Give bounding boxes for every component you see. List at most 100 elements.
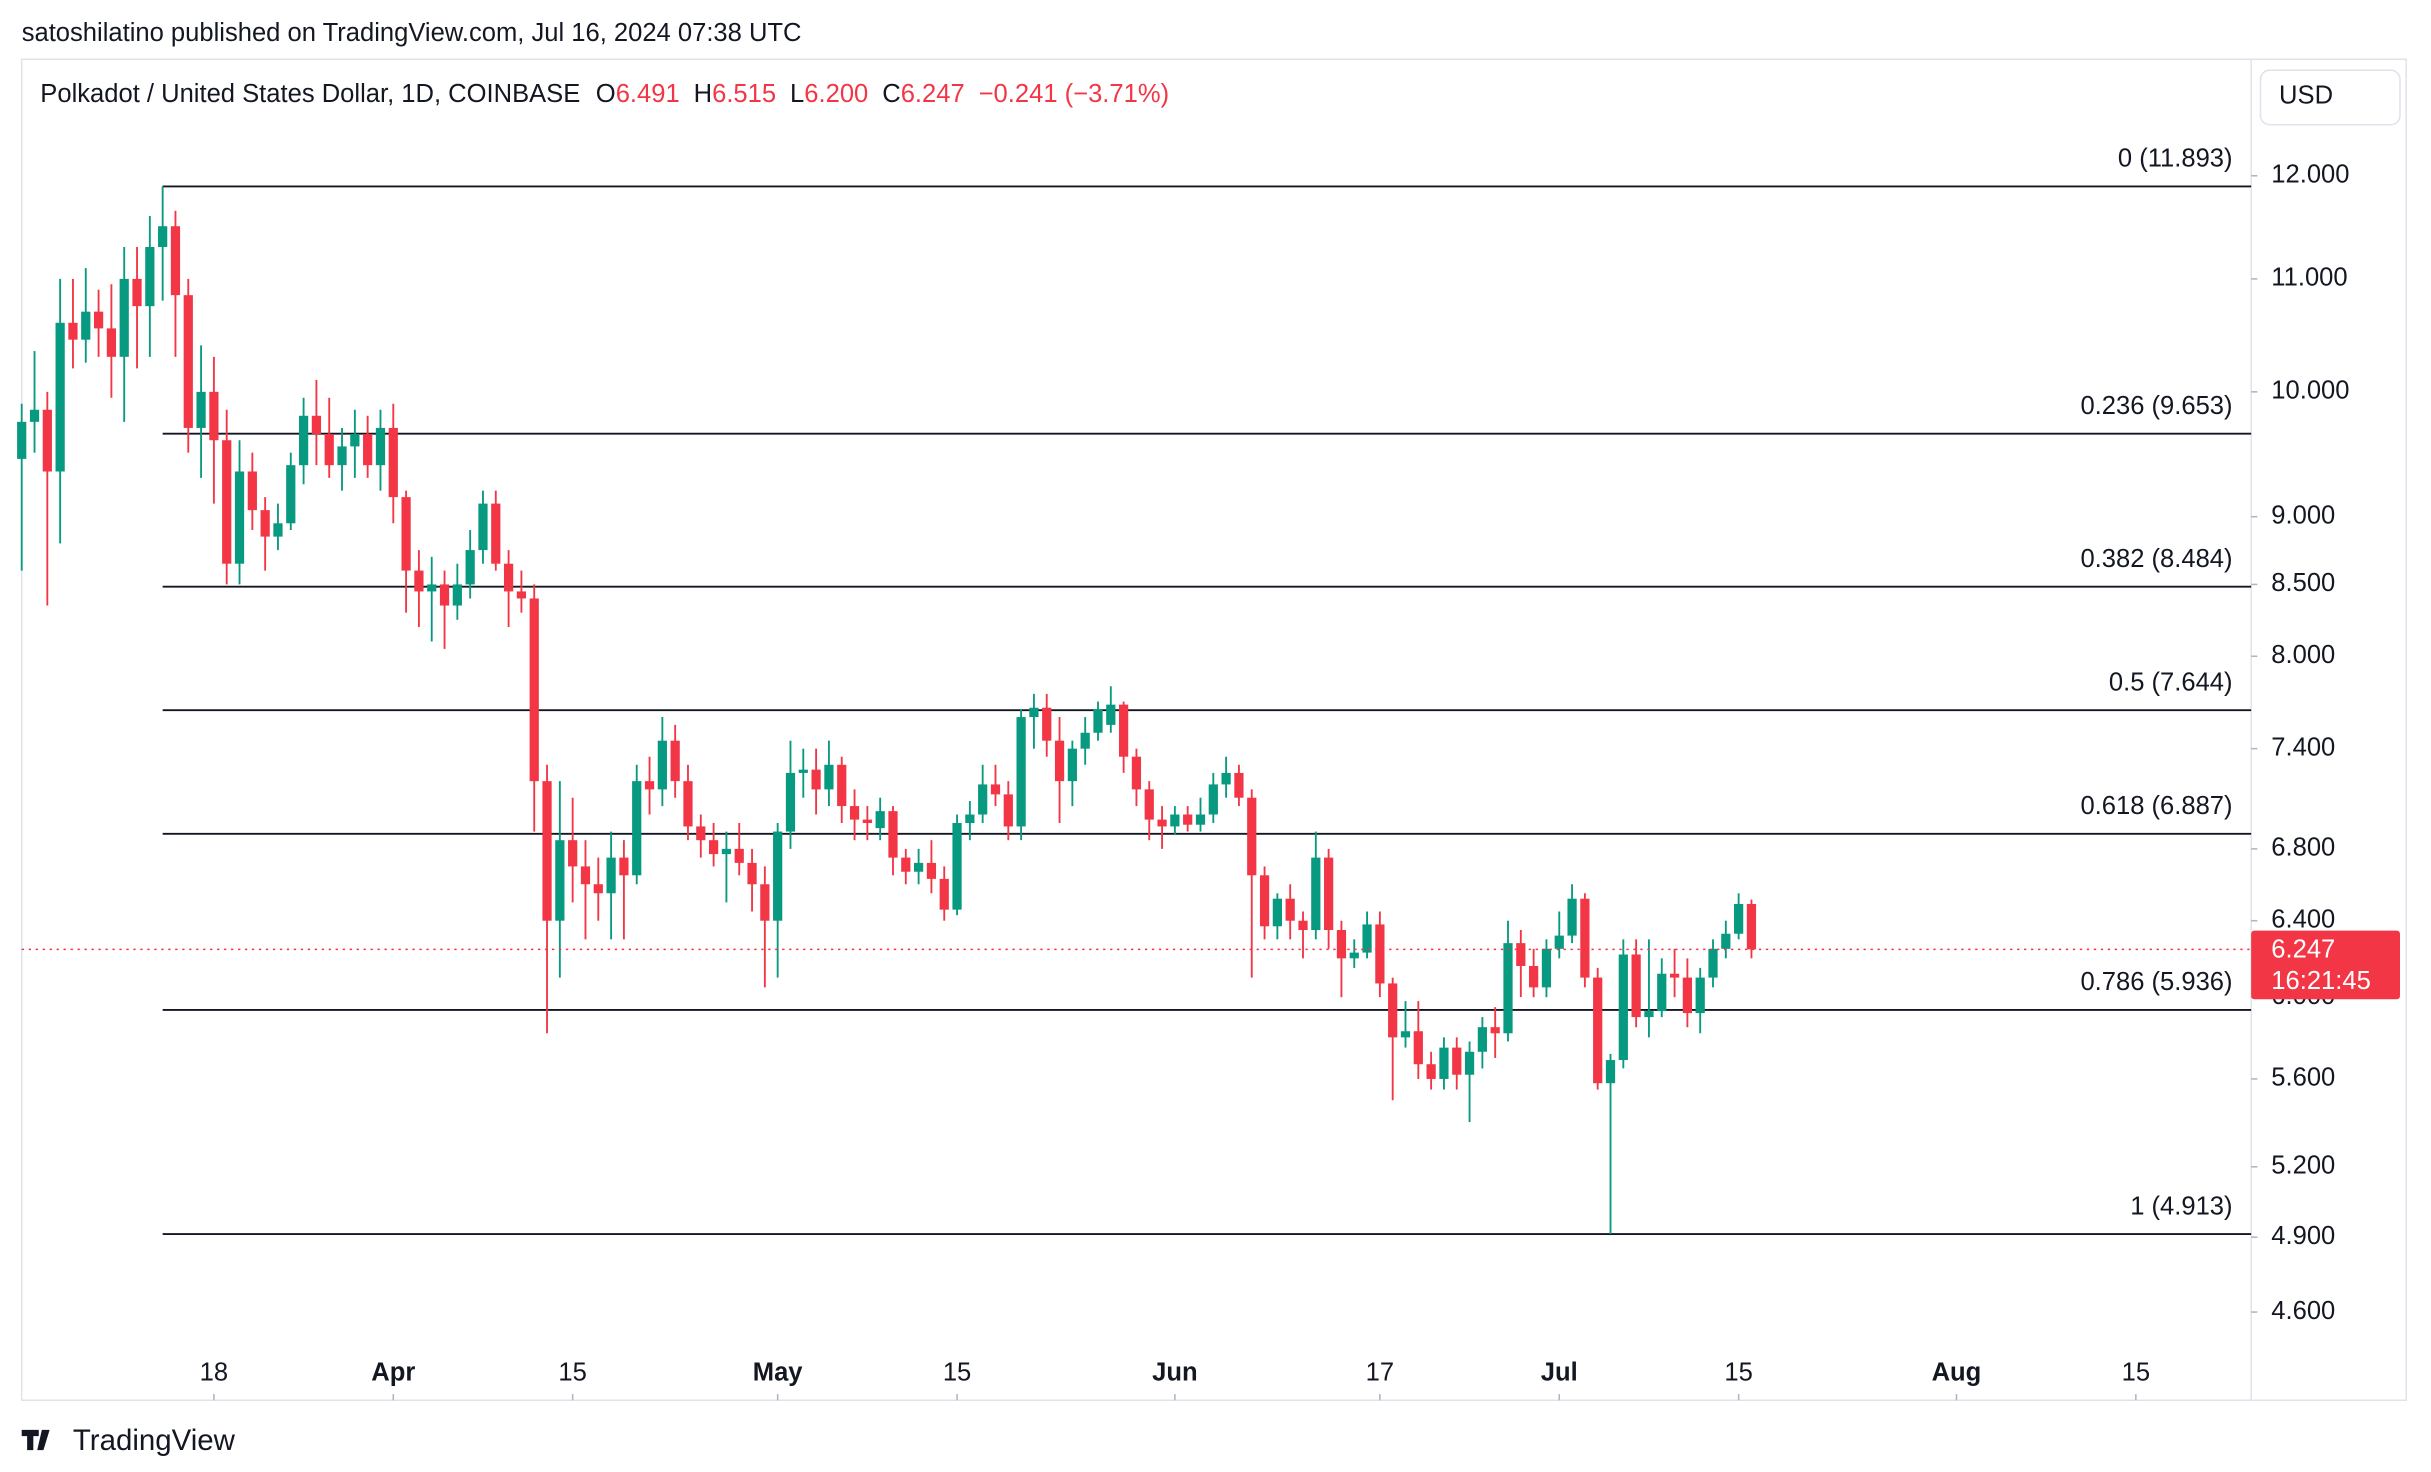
currency-button[interactable]	[2259, 69, 2401, 126]
candle	[1413, 1001, 1423, 1079]
candle	[68, 278, 78, 369]
y-tick-label: 8.500	[2271, 569, 2335, 597]
candle-body	[1336, 930, 1347, 959]
candle-body	[119, 278, 129, 357]
candle-body	[1452, 1047, 1462, 1075]
candle	[1746, 899, 1757, 959]
candle-body	[1529, 966, 1539, 988]
candle	[1375, 911, 1385, 998]
candle-body	[1746, 903, 1757, 950]
candle-body	[1157, 819, 1167, 827]
candle	[260, 497, 270, 571]
candle	[1669, 948, 1680, 998]
candle	[1221, 756, 1231, 798]
x-tick-label: 18	[200, 1359, 228, 1387]
candle	[1452, 1037, 1462, 1090]
candle-body	[1311, 857, 1321, 931]
y-tick-label: 4.900	[2271, 1222, 2335, 1250]
candle-body	[260, 510, 270, 537]
candle-body	[1516, 943, 1526, 967]
candle-body	[1183, 814, 1193, 825]
y-tick-label: 6.800	[2271, 834, 2335, 862]
logo: TradingView	[21, 1424, 236, 1457]
y-tick-label: 9.000	[2271, 501, 2335, 529]
candle	[862, 806, 872, 841]
candle	[1503, 920, 1513, 1042]
candle	[81, 268, 91, 363]
candle	[952, 814, 962, 916]
candle-body	[1119, 704, 1129, 757]
legend-key: C	[882, 80, 900, 108]
x-tick-label: 17	[1366, 1359, 1394, 1387]
candle	[529, 584, 539, 832]
candle-body	[760, 884, 770, 921]
fib-label: 0.236 (9.653)	[2080, 392, 2232, 420]
candle	[1362, 911, 1372, 959]
candle-body	[439, 584, 450, 606]
candle	[29, 351, 40, 453]
candle	[824, 740, 834, 807]
candle-body	[427, 584, 437, 592]
candle	[1324, 848, 1334, 949]
candle	[452, 563, 462, 620]
currency[interactable]: USD	[2279, 81, 2333, 109]
candle-body	[68, 322, 78, 340]
candle-body	[1029, 707, 1039, 718]
candle-body	[1195, 814, 1206, 825]
candle-body	[1593, 977, 1603, 1084]
candle	[1490, 1007, 1500, 1058]
candle	[17, 403, 27, 571]
candle	[760, 866, 770, 988]
candle	[1695, 967, 1705, 1034]
last-price-label: 6.247	[2271, 936, 2335, 964]
candle	[1093, 701, 1103, 741]
candle-body	[1170, 814, 1180, 827]
candle-body	[491, 503, 501, 564]
candle-body	[1721, 933, 1731, 949]
candle-body	[606, 857, 616, 894]
candle-body	[952, 823, 962, 910]
candle	[888, 806, 898, 876]
y-tick-label: 7.400	[2271, 733, 2335, 761]
candle	[555, 781, 565, 978]
candle	[849, 789, 860, 841]
candle	[1529, 948, 1539, 998]
candle-body	[773, 831, 783, 921]
candle	[747, 848, 757, 912]
candle	[1708, 939, 1718, 988]
candle-body	[696, 826, 706, 841]
candle	[1285, 884, 1295, 940]
legend-key: O	[596, 80, 616, 108]
candle	[1311, 831, 1321, 940]
y-tick-label: 11.000	[2271, 264, 2347, 292]
candle	[1029, 693, 1039, 749]
candle-body	[1208, 784, 1218, 815]
candle	[708, 823, 719, 867]
candle	[196, 345, 206, 478]
candle	[1516, 930, 1526, 998]
legend-change: −0.241 (−3.71%)	[979, 80, 1169, 108]
candle	[209, 356, 219, 504]
candle	[1439, 1037, 1449, 1090]
candle-body	[158, 226, 168, 248]
x-tick-label: Jun	[1152, 1359, 1197, 1387]
candle-body	[42, 409, 52, 472]
candle-body	[388, 427, 398, 498]
candle	[593, 857, 603, 921]
last-price-tag	[2251, 930, 2400, 1000]
candle	[1464, 1041, 1475, 1123]
candle	[913, 848, 924, 885]
candle-body	[375, 427, 386, 466]
candle-body	[1439, 1047, 1449, 1079]
candle	[939, 866, 949, 921]
candle-body	[1324, 857, 1334, 931]
candle-body	[926, 862, 937, 879]
candle-body	[1695, 977, 1705, 1014]
candle-body	[170, 226, 181, 296]
candle-body	[1490, 1027, 1500, 1034]
candle-body	[234, 471, 245, 564]
candle	[811, 748, 821, 815]
candle	[568, 797, 578, 903]
x-tick-label: Jul	[1541, 1359, 1578, 1387]
candle-body	[785, 772, 796, 832]
